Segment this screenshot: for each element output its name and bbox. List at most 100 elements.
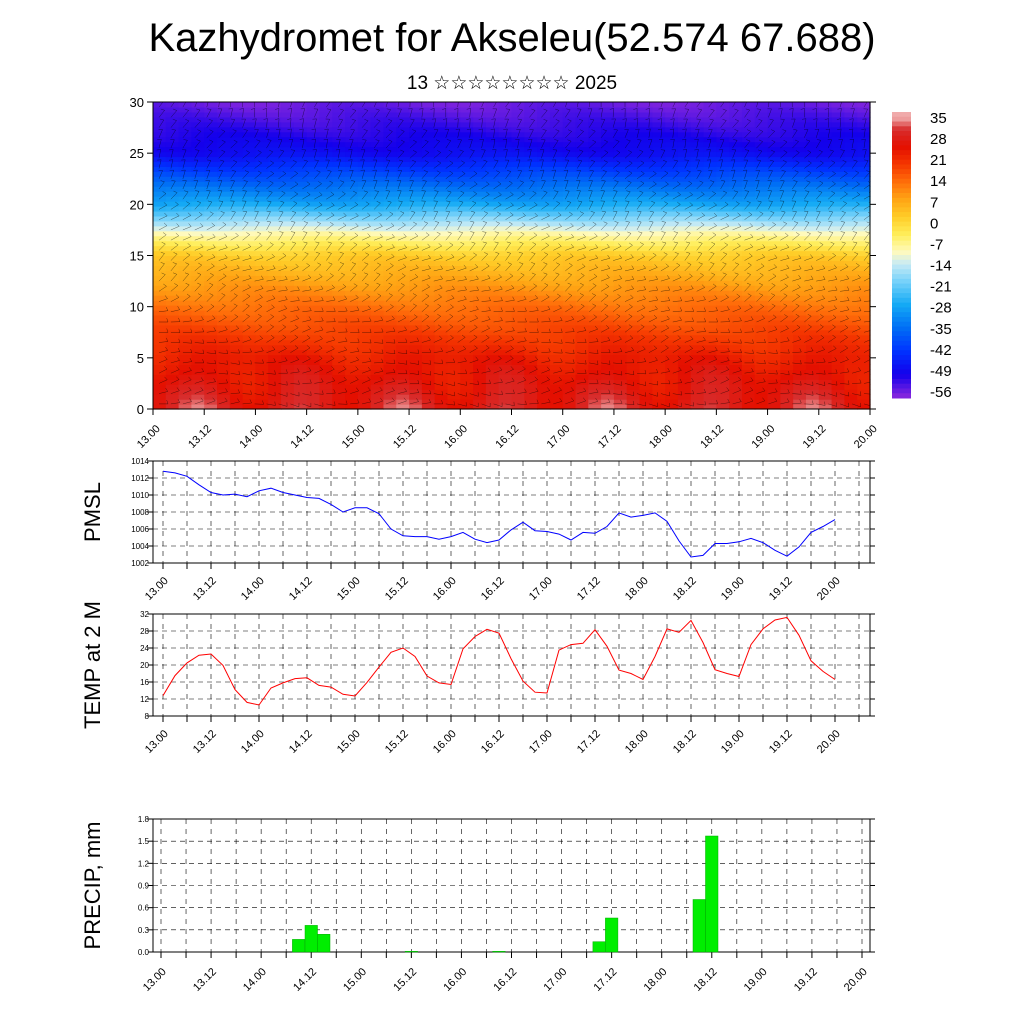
heatmap-cell [370, 359, 385, 366]
heatmap-cell [549, 374, 564, 380]
heatmap-cell [383, 280, 397, 286]
wind-barb-flag [318, 355, 323, 359]
heatmap-cell [844, 196, 858, 202]
wind-barb [218, 295, 226, 302]
wind-barb [457, 403, 467, 407]
heatmap-cell [332, 270, 346, 276]
heatmap-cell [805, 359, 820, 366]
heatmap-cell [319, 210, 333, 217]
wind-barb [230, 223, 238, 231]
heatmap-cell [677, 285, 692, 291]
heatmap-cell [345, 344, 359, 351]
heatmap-cell [857, 384, 871, 390]
wind-barb-flag [178, 328, 181, 333]
heatmap-cell [524, 255, 538, 262]
wind-barb [278, 348, 287, 353]
wind-barb-flag [225, 338, 228, 343]
heatmap-cell [409, 309, 423, 316]
heatmap-cell [831, 131, 845, 138]
heatmap-cell [229, 319, 244, 326]
heatmap-cell [729, 280, 743, 286]
heatmap-cell [831, 379, 845, 385]
heatmap-cell [793, 205, 807, 212]
wind-barb [433, 129, 439, 138]
heatmap-cell [562, 265, 577, 271]
heatmap-cell [677, 181, 692, 187]
heatmap-cell [652, 300, 666, 306]
heatmap-cell [716, 191, 730, 197]
heatmap-cell [716, 319, 730, 326]
heatmap-cell [229, 404, 244, 410]
wind-barb [433, 383, 443, 386]
heatmap-cell [626, 394, 641, 400]
wind-barb [445, 233, 452, 241]
heatmap-cell [281, 314, 295, 321]
heatmap-cell [575, 250, 589, 257]
wind-barb-flag [208, 118, 213, 121]
wind-barb [266, 182, 274, 190]
heatmap-cell [178, 161, 193, 167]
heatmap-cell [716, 280, 730, 286]
wind-barb-flag [202, 339, 205, 344]
heatmap-cell [447, 111, 461, 118]
wind-barb-flag [287, 128, 292, 130]
heatmap-cell [716, 290, 730, 296]
heatmap-cell [575, 176, 589, 182]
heatmap-cell [191, 171, 205, 177]
heatmap-cell [857, 339, 871, 346]
heatmap-cell [626, 235, 641, 242]
heatmap-cell [844, 344, 858, 351]
heatmap-cell [421, 245, 436, 252]
heatmap-cell [588, 344, 602, 351]
wind-barb-flag [340, 180, 345, 183]
heatmap-cell [524, 181, 538, 187]
heatmap-cell [729, 201, 743, 207]
heatmap-cell [690, 240, 705, 247]
wind-barb-flag [230, 118, 235, 120]
wind-barb [218, 400, 228, 405]
heatmap-cell [345, 324, 359, 331]
wind-barb-flag [464, 357, 467, 362]
heatmap-cell [793, 210, 807, 217]
heatmap-cell [191, 196, 205, 202]
heatmap-cell [690, 215, 705, 222]
wind-barb [158, 274, 166, 282]
heatmap-cell [818, 181, 833, 187]
heatmap-cell [652, 384, 666, 390]
wind-barb [326, 224, 334, 231]
heatmap-cell [319, 181, 333, 187]
wind-barb-flag [224, 244, 228, 248]
heatmap-cell [639, 389, 653, 395]
heatmap-cell [562, 151, 577, 158]
heatmap-cell [652, 205, 666, 212]
heatmap-cell [831, 285, 845, 291]
heatmap-cell [485, 181, 500, 187]
wind-barb [314, 264, 322, 272]
heatmap-cell [268, 334, 282, 341]
wind-barb [218, 119, 225, 128]
wind-barb [326, 348, 335, 353]
wind-barb [421, 211, 427, 220]
heatmap-cell [677, 339, 692, 346]
heatmap-cell [485, 319, 500, 326]
heatmap-cell [690, 225, 705, 232]
wind-barb [242, 268, 252, 272]
heatmap-cell [639, 106, 653, 113]
wind-barb-flag [369, 317, 372, 322]
heatmap-cell [537, 295, 551, 301]
heatmap-cell [613, 205, 628, 212]
heatmap-cell [319, 116, 333, 123]
heatmap-cell [460, 364, 474, 370]
heatmap-cell [665, 369, 679, 375]
heatmap-cell [857, 319, 871, 326]
wind-barb [326, 299, 336, 302]
heatmap-cell [447, 116, 461, 123]
heatmap-cell [281, 230, 295, 237]
wind-barb-flag [267, 139, 272, 141]
heatmap-cell [460, 131, 474, 138]
heatmap-cell [754, 191, 769, 197]
heatmap-cell [485, 151, 500, 158]
heatmap-cell [511, 245, 525, 252]
wind-barb-flag [422, 180, 427, 182]
wind-barb [457, 307, 467, 313]
